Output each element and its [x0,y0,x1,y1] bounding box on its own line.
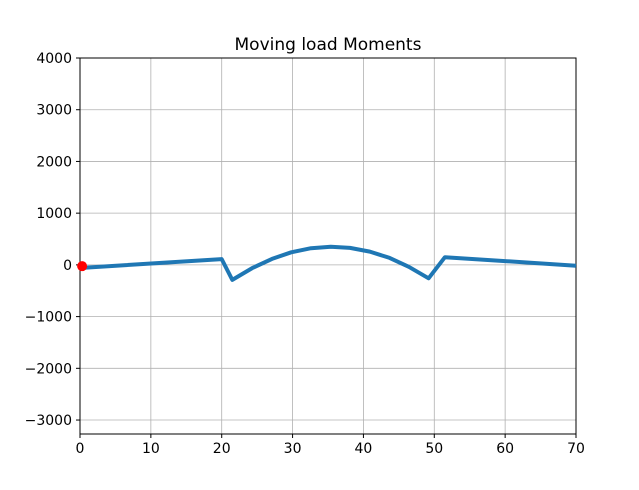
x-tick-label: 50 [425,441,443,457]
x-tick-label: 60 [496,441,514,457]
x-tick-label: 10 [142,441,160,457]
x-tick-label: 0 [76,441,85,457]
x-tick-label: 30 [284,441,302,457]
chart-title: Moving load Moments [235,35,422,55]
y-tick-label: −1000 [25,310,72,326]
tick-labels: 0 10 20 30 40 50 60 70 −3000 −2000 −1000 0 1000 2000 3… [25,51,585,457]
moving-load-marker-icon [77,261,88,272]
y-tick-label: 1000 [36,206,72,222]
gridlines [79,57,577,434]
x-tick-label: 20 [213,441,231,457]
y-tick-label: −3000 [25,413,72,429]
moment-curve [79,244,577,282]
y-tick-label: 0 [63,258,72,274]
x-tick-label: 40 [355,441,373,457]
y-tick-label: 3000 [36,103,72,119]
axes-box [79,57,577,435]
y-tick-label: −2000 [25,361,72,377]
y-tick-label: 2000 [36,154,72,170]
x-tick-label: 70 [567,441,585,457]
y-tick-label: 4000 [36,51,72,67]
